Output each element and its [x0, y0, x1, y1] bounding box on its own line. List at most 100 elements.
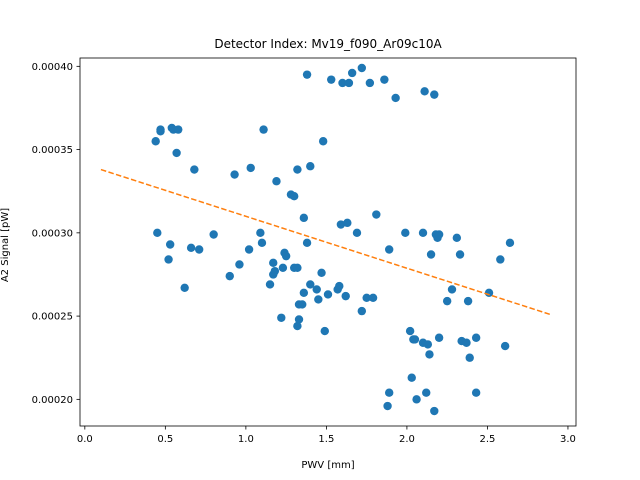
- y-tick-label: 0.00020: [32, 395, 73, 406]
- scatter-point: [190, 165, 199, 174]
- scatter-point: [365, 78, 375, 88]
- scatter-point: [165, 240, 175, 249]
- scatter-point: [484, 288, 494, 297]
- y-axis-label: A2 Signal [pW]: [0, 208, 11, 282]
- plot-area: 0.0 0.5 1.0 1.5 2.0 2.5 3.0 0.00020 0.00025 0.000…: [32, 57, 577, 445]
- scatter-point: [269, 258, 278, 268]
- scatter-point: [343, 218, 352, 228]
- x-tick-label: 2.0: [399, 434, 415, 445]
- scatter-point: [272, 177, 281, 186]
- scatter-point: [401, 228, 410, 238]
- scatter-point: [465, 353, 474, 362]
- scatter-point: [156, 125, 165, 134]
- scatter-point: [357, 63, 367, 73]
- x-tick-label: 3.0: [560, 434, 576, 445]
- x-tick-label: 0.0: [77, 434, 93, 445]
- scatter-point: [430, 90, 439, 99]
- scatter-point: [281, 251, 291, 261]
- y-tick-label: 0.00035: [32, 145, 73, 156]
- scatter-point: [410, 335, 420, 344]
- scatter-point: [412, 395, 421, 404]
- scatter-point: [302, 238, 312, 248]
- scatter-point: [420, 87, 429, 96]
- scatter-point: [425, 350, 434, 359]
- scatter-point: [246, 163, 255, 173]
- scatter-point: [463, 296, 473, 306]
- scatter-point: [471, 388, 481, 397]
- scatter-point: [302, 70, 312, 79]
- scatter-point: [391, 93, 400, 103]
- scatter-point: [174, 125, 183, 134]
- x-tick-label: 2.5: [479, 434, 495, 445]
- scatter-point: [270, 266, 280, 276]
- scatter-point: [344, 78, 354, 88]
- scatter-point: [442, 296, 452, 306]
- scatter-point: [235, 260, 244, 269]
- scatter-point: [318, 137, 328, 146]
- scatter-point: [294, 315, 304, 324]
- x-tick-label: 1.5: [318, 434, 334, 445]
- scatter-point: [434, 333, 444, 342]
- scatter-point: [357, 306, 367, 316]
- scatter-point: [455, 250, 465, 259]
- scatter-point: [277, 313, 286, 322]
- scatter-point: [265, 280, 275, 289]
- chart-title: Detector Index: Mv19_f090_Ar09c10A: [214, 37, 442, 51]
- scatter-point: [314, 295, 323, 304]
- scatter-point: [259, 125, 268, 134]
- scatter-point: [384, 245, 394, 254]
- scatter-point: [434, 230, 444, 239]
- scatter-point: [505, 238, 515, 248]
- scatter-point: [323, 290, 333, 299]
- scatter-point: [306, 162, 315, 171]
- scatter-point: [430, 406, 439, 416]
- scatter-point: [312, 285, 321, 294]
- x-tick-label: 0.5: [157, 434, 173, 445]
- scatter-point: [335, 281, 344, 291]
- x-axis-label: PWV [mm]: [301, 460, 354, 471]
- scatter-point: [317, 268, 326, 278]
- scatter-point: [362, 293, 371, 302]
- scatter-point: [225, 271, 234, 281]
- scatter-point: [186, 243, 196, 253]
- scatter-point: [194, 245, 204, 254]
- y-tick-label: 0.00040: [32, 62, 73, 73]
- scatter-point: [418, 228, 428, 238]
- scatter-point: [452, 233, 462, 243]
- scatter-point: [383, 401, 392, 411]
- scatter-point: [256, 228, 265, 238]
- x-tick-label: 1.0: [238, 434, 254, 445]
- scatter-point: [422, 388, 431, 397]
- scatter-point: [320, 326, 329, 336]
- scatter-point: [338, 78, 347, 88]
- scatter-point: [180, 283, 189, 292]
- scatter-point: [257, 238, 267, 248]
- scatter-point: [384, 388, 394, 397]
- scatter-point: [244, 245, 254, 254]
- y-tick-label: 0.00030: [32, 228, 73, 239]
- scatter-point: [500, 341, 510, 351]
- scatter-point: [299, 213, 309, 223]
- scatter-point: [299, 288, 309, 297]
- scatter-point: [372, 210, 381, 219]
- scatter-point: [341, 291, 350, 301]
- scatter-point: [496, 255, 505, 264]
- scatter-point: [407, 373, 416, 382]
- scatter-point: [289, 192, 299, 201]
- scatter-point: [405, 326, 415, 336]
- scatter-point: [209, 230, 218, 239]
- scatter-point: [306, 280, 315, 289]
- scatter-point: [352, 228, 362, 238]
- scatter-point: [462, 338, 471, 347]
- scatter-point: [426, 250, 436, 259]
- scatter-point: [293, 321, 302, 331]
- scatter-point: [471, 333, 481, 342]
- scatter-point: [380, 75, 389, 84]
- scatter-point: [447, 285, 457, 294]
- scatter-point: [230, 170, 239, 179]
- scatter-point: [151, 137, 160, 146]
- axes-frame: [79, 57, 577, 427]
- scatter-point: [293, 263, 302, 273]
- scatter-point: [423, 340, 433, 349]
